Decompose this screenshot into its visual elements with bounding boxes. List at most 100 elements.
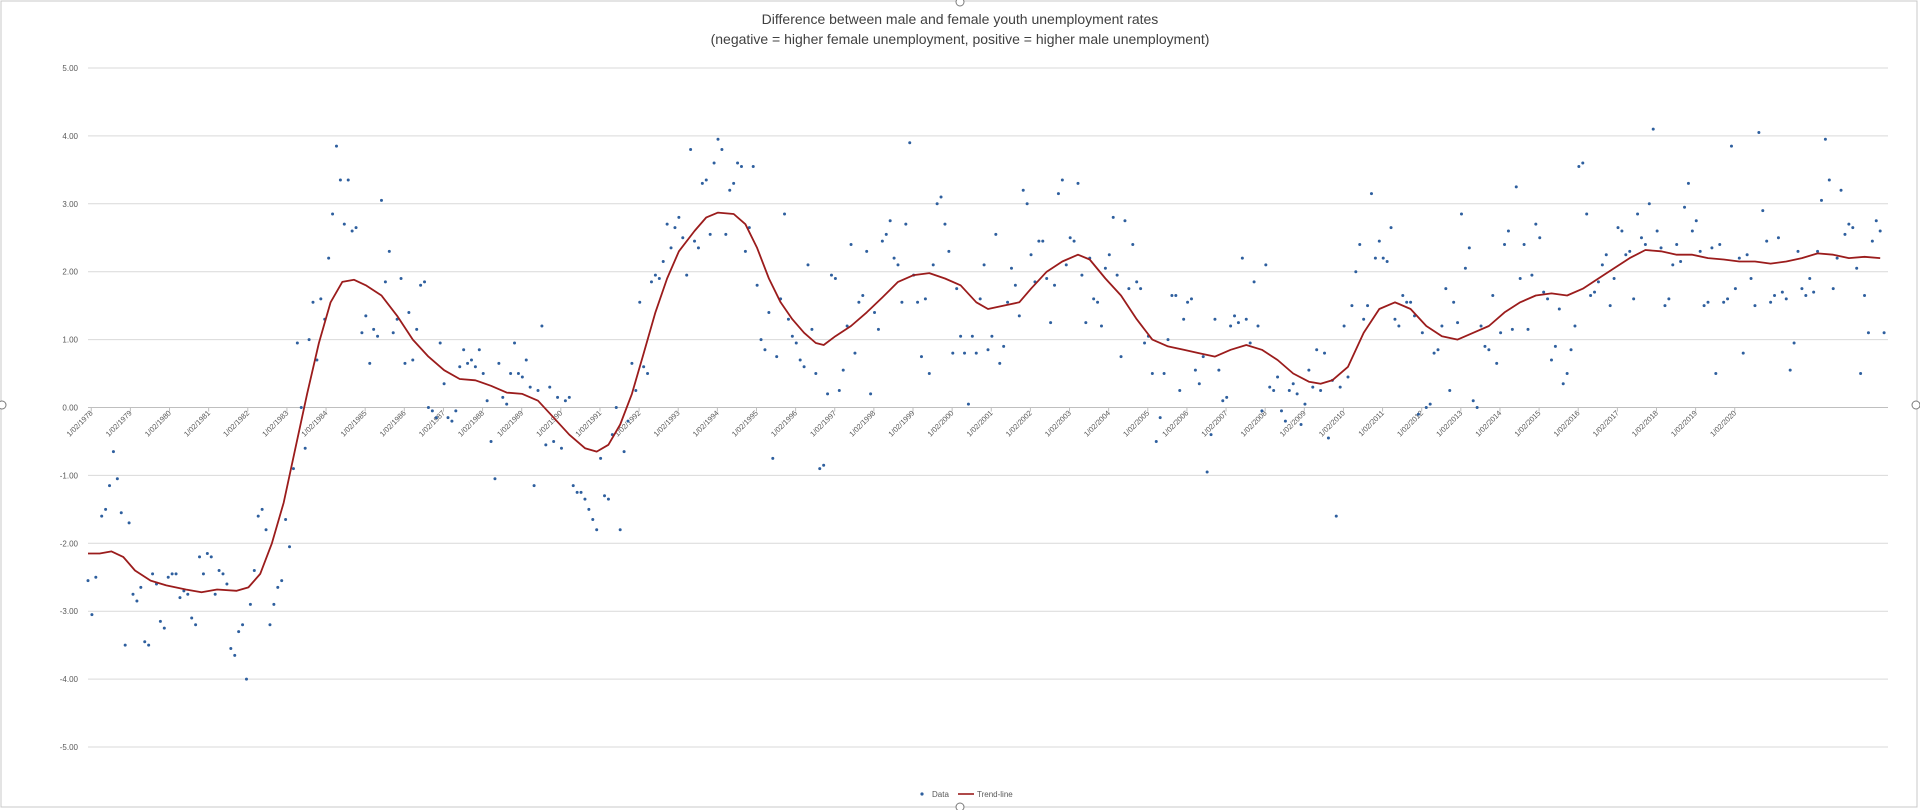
data-point <box>575 490 579 494</box>
data-point <box>634 389 638 393</box>
data-point <box>606 497 610 501</box>
y-tick-label: 0.00 <box>62 404 78 413</box>
data-point <box>1745 253 1749 257</box>
data-point <box>1358 243 1362 247</box>
data-point <box>1221 399 1225 403</box>
data-point <box>319 297 323 301</box>
data-point <box>869 392 873 396</box>
data-point <box>959 334 963 338</box>
data-point <box>563 399 567 403</box>
data-point <box>108 484 112 488</box>
data-point <box>1393 317 1397 321</box>
data-point <box>1639 236 1643 240</box>
data-point <box>217 568 221 572</box>
data-point <box>360 331 364 335</box>
data-point <box>1193 368 1197 372</box>
data-point <box>603 494 607 498</box>
data-point <box>1229 324 1233 328</box>
data-point <box>368 361 372 365</box>
data-point <box>884 232 888 236</box>
data-point <box>931 263 935 267</box>
legend-label-data: Data <box>932 790 949 799</box>
data-point <box>1499 331 1503 335</box>
data-point <box>923 297 927 301</box>
data-point <box>376 334 380 338</box>
data-point <box>1326 436 1330 440</box>
data-point <box>201 572 205 576</box>
data-point <box>665 222 669 226</box>
data-point <box>442 382 446 386</box>
data-point <box>1855 266 1859 270</box>
data-point <box>1260 409 1264 413</box>
data-point <box>696 246 700 250</box>
y-tick-label: -3.00 <box>60 607 79 616</box>
data-point <box>528 385 532 389</box>
data-point <box>1279 409 1283 413</box>
data-point <box>1647 202 1651 206</box>
data-point <box>677 215 681 219</box>
data-point <box>1628 249 1632 253</box>
data-point <box>513 341 517 345</box>
data-point <box>1338 385 1342 389</box>
data-point <box>221 572 225 576</box>
data-point <box>1514 185 1518 189</box>
data-point <box>1620 229 1624 233</box>
data-point <box>520 375 524 379</box>
data-point <box>264 528 268 532</box>
resize-handle-left[interactable] <box>0 400 7 410</box>
resize-handle-right[interactable] <box>1911 400 1920 410</box>
data-point <box>1612 276 1616 280</box>
data-point <box>1683 205 1687 209</box>
data-point <box>1299 422 1303 426</box>
data-point <box>1722 300 1726 304</box>
data-point <box>450 419 454 423</box>
data-point <box>1749 276 1753 280</box>
data-point <box>1530 273 1534 277</box>
data-point <box>1600 263 1604 267</box>
legend-marker-data <box>920 792 924 796</box>
data-point <box>927 372 931 376</box>
data-point <box>1448 389 1452 393</box>
data-point <box>1816 249 1820 253</box>
data-point <box>334 144 338 148</box>
data-point <box>415 327 419 331</box>
data-point <box>260 507 264 511</box>
data-point <box>1859 372 1863 376</box>
data-point <box>248 602 252 606</box>
data-point <box>190 616 194 620</box>
data-point <box>587 507 591 511</box>
data-point <box>233 653 237 657</box>
data-point <box>1714 372 1718 376</box>
data-point <box>693 239 697 243</box>
data-point <box>732 181 736 185</box>
data-point <box>1503 243 1507 247</box>
data-point <box>342 222 346 226</box>
data-point <box>837 389 841 393</box>
data-point <box>876 327 880 331</box>
y-tick-label: 3.00 <box>62 200 78 209</box>
y-tick-label: 4.00 <box>62 132 78 141</box>
data-point <box>1847 222 1851 226</box>
data-point <box>1084 321 1088 325</box>
data-point <box>1072 239 1076 243</box>
data-point <box>857 300 861 304</box>
data-point <box>1589 293 1593 297</box>
data-point <box>407 310 411 314</box>
data-point <box>354 226 358 230</box>
chart-subtitle: (negative = higher female unemployment, … <box>711 31 1210 47</box>
data-point <box>1542 290 1546 294</box>
data-point <box>104 507 108 511</box>
data-point <box>1377 239 1381 243</box>
data-point <box>1307 368 1311 372</box>
data-point <box>1283 419 1287 423</box>
resize-handle-top[interactable] <box>955 0 965 7</box>
data-point <box>524 358 528 362</box>
data-point <box>1593 290 1597 294</box>
data-point <box>626 419 630 423</box>
data-point <box>1569 348 1573 352</box>
resize-handle-bottom[interactable] <box>955 802 965 810</box>
data-point <box>1800 287 1804 291</box>
data-point <box>473 365 477 369</box>
data-point <box>1366 304 1370 308</box>
data-point <box>194 623 198 627</box>
